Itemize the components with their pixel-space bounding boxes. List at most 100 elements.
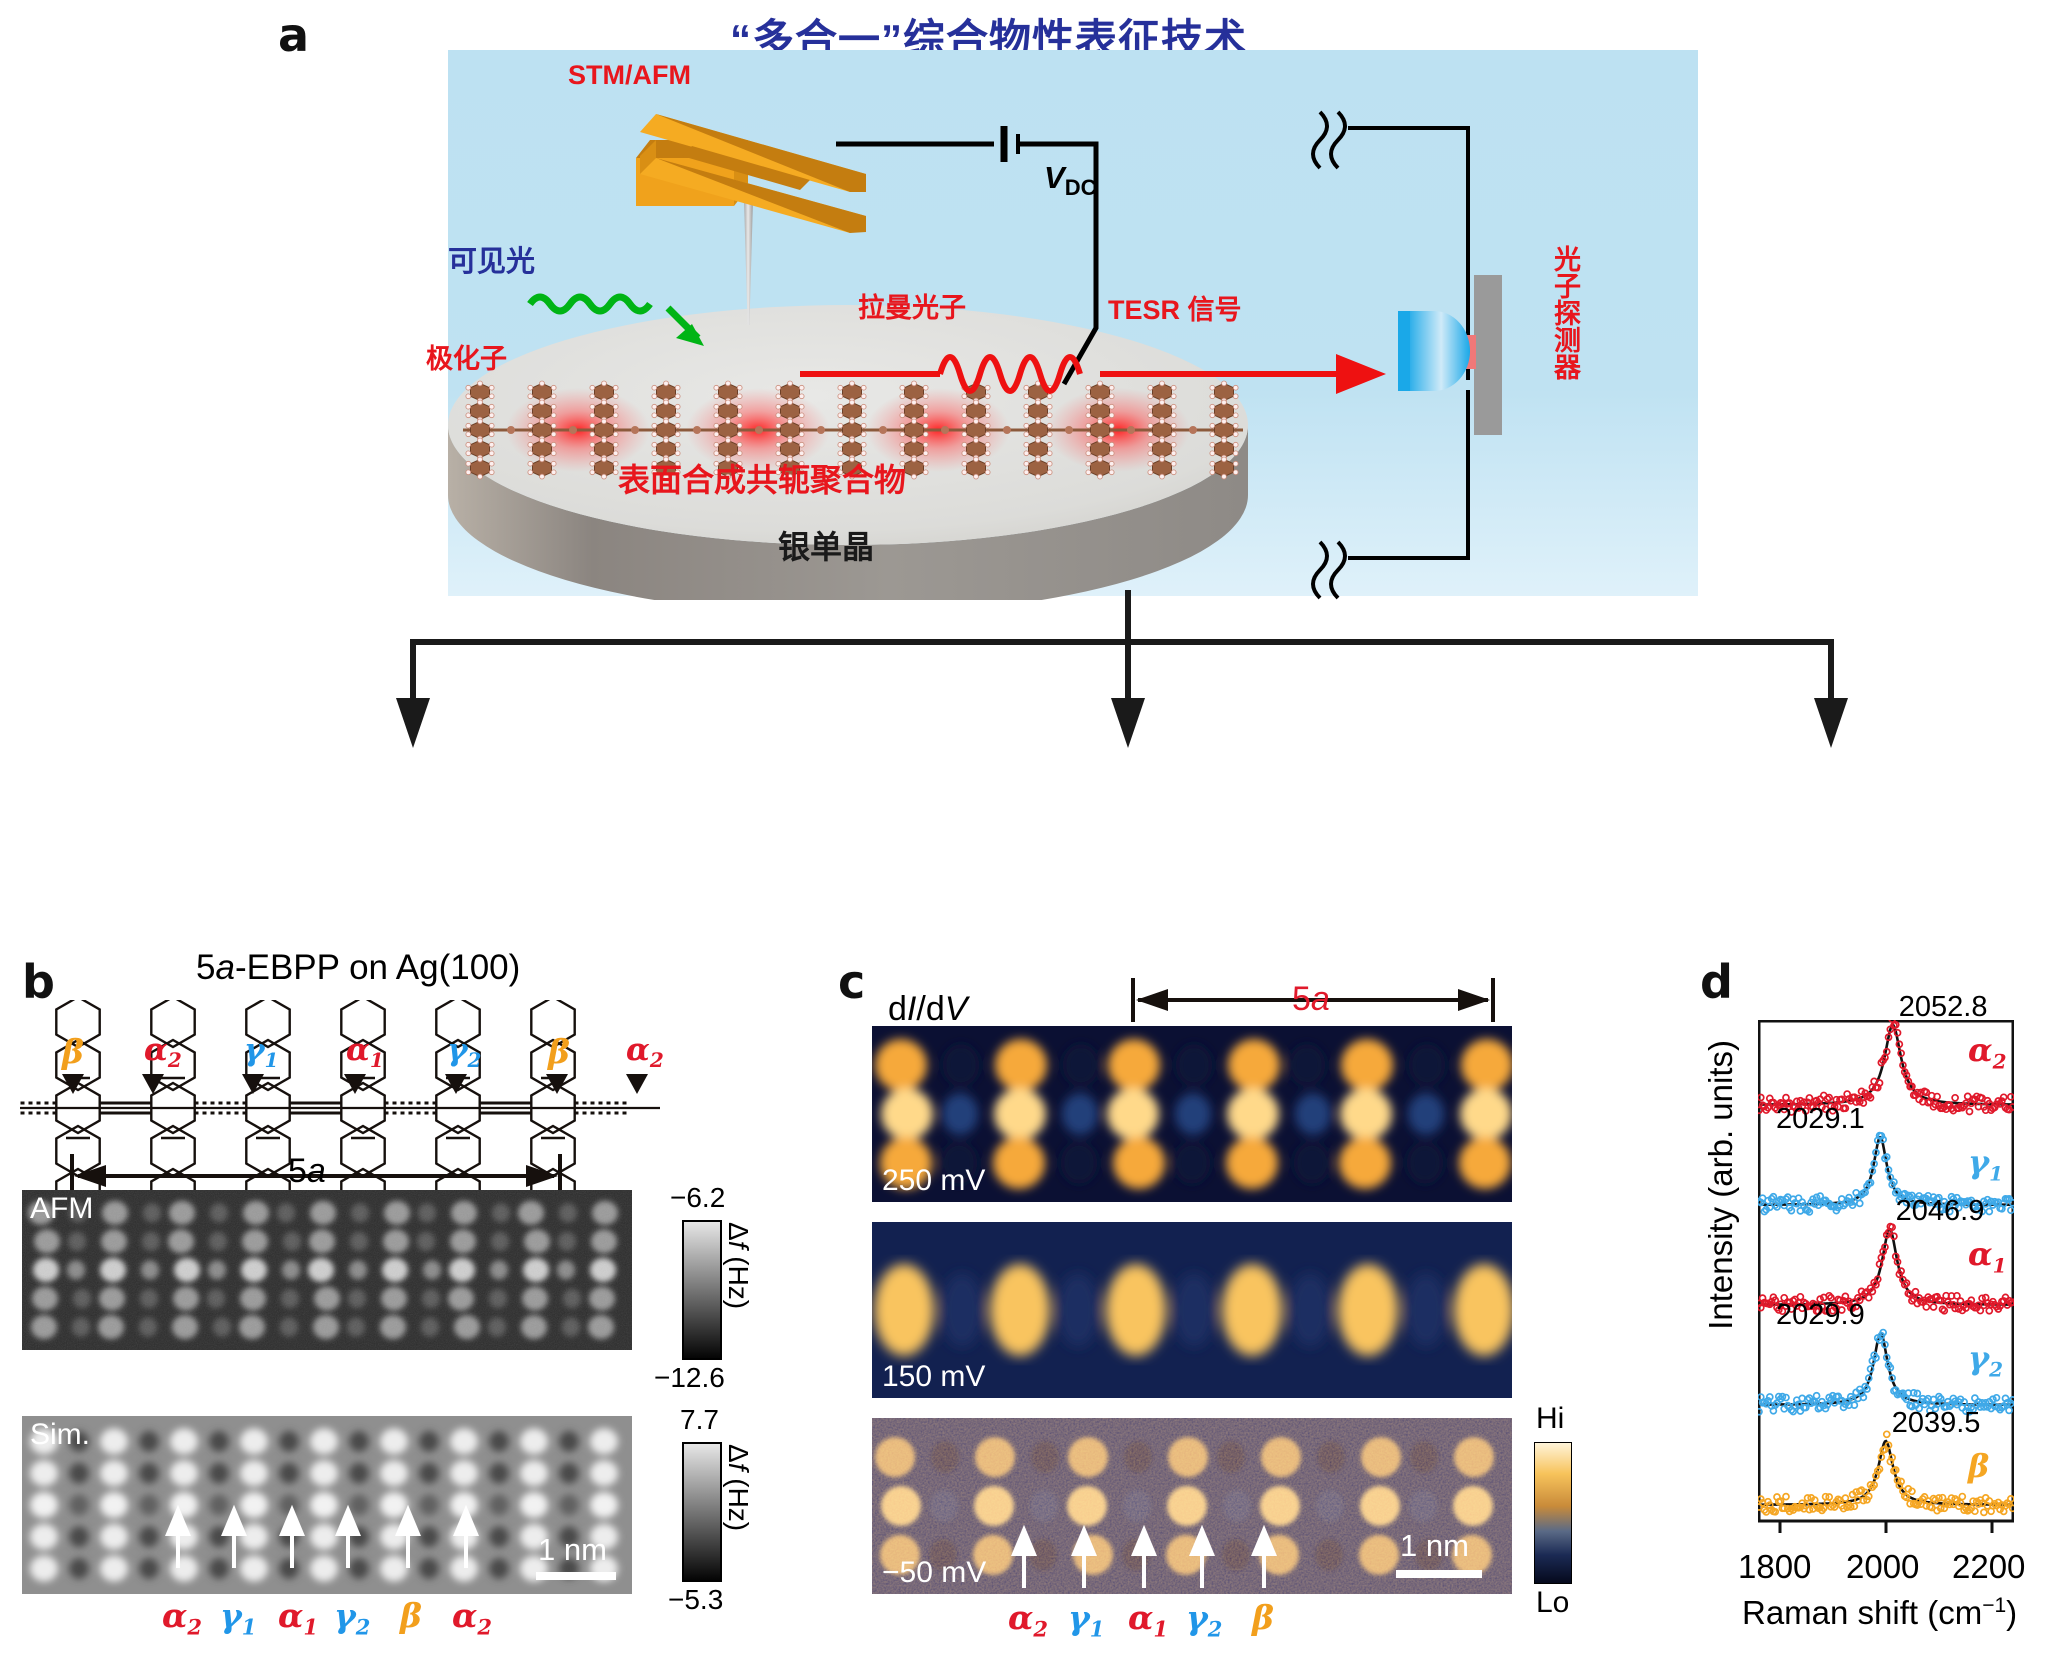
panel-c-period-label: 5a bbox=[1292, 980, 1330, 1018]
afm-image-label: AFM bbox=[30, 1192, 94, 1225]
didv-bias-label-3: −50 mV bbox=[882, 1556, 987, 1589]
photon-detector bbox=[1398, 275, 1502, 435]
panel-b-scalebar-line bbox=[536, 1572, 616, 1580]
branch-arrow-tree bbox=[396, 590, 1848, 748]
raman-series-label-α2: α2 bbox=[1968, 1031, 2007, 1074]
panel-b-site-gamma1: γ1 bbox=[220, 1596, 257, 1640]
stm-tip-shaft bbox=[744, 200, 753, 325]
sim-colorbar-min: −5.3 bbox=[668, 1584, 724, 1615]
visible-light-label: 可见光 bbox=[448, 246, 536, 278]
didv-colorbar-high: Hi bbox=[1536, 1402, 1565, 1435]
raman-series-label-α1: α1 bbox=[1968, 1235, 2007, 1278]
panel-c-site-beta: β bbox=[1252, 1598, 1274, 1637]
didv-canvas-2 bbox=[872, 1222, 1512, 1398]
didv-colorbar-low: Lo bbox=[1536, 1586, 1570, 1619]
panel-b-period-label: 5a bbox=[288, 1152, 326, 1190]
didv-map-150mv: 150 mV bbox=[872, 1222, 1512, 1398]
conjugated-polymer-label: 表面合成共轭聚合物 bbox=[618, 462, 907, 498]
bias-v: V bbox=[1044, 160, 1065, 195]
panel-b-arrow-site-labels: α2 γ1 α1 γ2 β α2 bbox=[22, 1596, 632, 1642]
panel-b-period-arrow bbox=[70, 1154, 562, 1198]
didv-bias-label-2: 150 mV bbox=[882, 1360, 986, 1393]
didv-canvas-3 bbox=[872, 1418, 1512, 1594]
raman-photon-label: 拉曼光子 bbox=[858, 293, 966, 323]
chem-site-label-gamma1: γ1 bbox=[244, 1032, 279, 1073]
raman-xtick-1800: 1800 bbox=[1738, 1548, 1812, 1585]
didv-canvas-1 bbox=[872, 1026, 1512, 1202]
silver-substrate-label: 银单晶 bbox=[778, 529, 875, 565]
chem-site-arrowheads bbox=[62, 1074, 648, 1094]
raman-peak-value-γ2: 2029.9 bbox=[1776, 1299, 1865, 1331]
panel-c-site-gamma2: γ2 bbox=[1186, 1598, 1223, 1642]
afm-colorbar-gradient bbox=[682, 1220, 722, 1360]
raman-xtick-2000: 2000 bbox=[1846, 1548, 1920, 1585]
detector-wiring bbox=[1311, 110, 1470, 600]
didv-map-250mv: 250 mV bbox=[872, 1026, 1512, 1202]
panel-c-letter: c bbox=[838, 955, 866, 1009]
panel-b-site-alpha1: α1 bbox=[278, 1596, 319, 1640]
chem-site-label-alpha1: α1 bbox=[346, 1032, 384, 1073]
panel-b-site-beta: β bbox=[400, 1596, 422, 1635]
panel-c-site-gamma1: γ1 bbox=[1068, 1598, 1105, 1642]
sim-colorbar-unit: Δf (Hz) bbox=[723, 1444, 754, 1532]
sim-colorbar-gradient bbox=[682, 1442, 722, 1582]
panel-c-scalebar-label: 1 nm bbox=[1400, 1528, 1469, 1563]
panel-c-arrow-site-labels: α2 γ1 α1 γ2 β bbox=[872, 1598, 1512, 1644]
raman-spectra-plot bbox=[1758, 1020, 2014, 1540]
polaron-label: 极化子 bbox=[426, 344, 507, 374]
polymer-chain-with-polarons bbox=[463, 380, 1243, 480]
raman-annotations: 2052.8 α2 2029.1 γ1 2046.9 α1 2029.9 γ2 2039.5 β bbox=[1758, 991, 2048, 1540]
tesr-signal-label: TESR 信号 bbox=[1108, 295, 1242, 325]
panel-c-site-arrows bbox=[1011, 1524, 1277, 1588]
afm-colorbar-max: −6.2 bbox=[670, 1182, 726, 1213]
panel-b-site-alpha2-a: α2 bbox=[162, 1596, 203, 1640]
chem-site-label-alpha2-2: α2 bbox=[626, 1032, 664, 1073]
chem-site-label-beta-1: β bbox=[62, 1032, 84, 1071]
sim-site-arrows bbox=[165, 1504, 479, 1568]
panel-b-scalebar-label: 1 nm bbox=[538, 1532, 607, 1567]
probe-label: STM/AFM bbox=[568, 60, 691, 90]
didv-map-minus50mv: −50 mV 1 nm bbox=[872, 1418, 1512, 1594]
qplus-tuning-fork bbox=[636, 114, 866, 233]
sim-colorbar-max: 7.7 bbox=[680, 1404, 719, 1435]
panel-c-map-label: dI/dV bbox=[888, 990, 968, 1028]
bias-circuit-wiring bbox=[836, 126, 1099, 386]
afm-image: AFM bbox=[22, 1190, 632, 1350]
raman-peak-value-γ1: 2029.1 bbox=[1776, 1103, 1865, 1135]
bias-voltage-label: VDC bbox=[1044, 160, 1096, 201]
raman-series-label-γ2: γ2 bbox=[1968, 1339, 2004, 1382]
panel-a-schematic: VDC STM/AFM 可见光 极化子 拉 bbox=[426, 50, 1698, 600]
panel-b-site-alpha2-b: α2 bbox=[452, 1596, 493, 1640]
raman-xlabel: Raman shift (cm−1) bbox=[1742, 1594, 2018, 1631]
photon-detector-label: 光子探测器 bbox=[1550, 245, 1580, 380]
afm-colorbar-unit: Δf (Hz) bbox=[723, 1222, 754, 1310]
sim-image-label: Sim. bbox=[30, 1418, 90, 1451]
raman-photon-arrow bbox=[800, 354, 1386, 394]
chem-site-markers: β α2 γ1 α1 γ2 β α2 bbox=[20, 1012, 664, 1142]
visible-light-arrow bbox=[527, 293, 704, 346]
afm-colorbar-min: −12.6 bbox=[654, 1362, 725, 1393]
panel-c-period-arrow bbox=[1131, 978, 1495, 1022]
panel-b-site-gamma2: γ2 bbox=[334, 1596, 371, 1640]
didv-colorbar-gradient bbox=[1534, 1442, 1572, 1584]
panel-b-title: 5a-EBPP on Ag(100) bbox=[196, 948, 521, 987]
raman-peak-value-α1: 2046.9 bbox=[1895, 1195, 1985, 1227]
raman-plot-canvas bbox=[1758, 1020, 2014, 1533]
panel-c-scalebar-line bbox=[1396, 1570, 1482, 1578]
sim-image: Sim. 1 nm bbox=[22, 1416, 632, 1594]
raman-ylabel: Intensity (arb. units) bbox=[1702, 1040, 1739, 1330]
raman-xtick-2200: 2200 bbox=[1952, 1548, 2026, 1585]
raman-peak-value-α2: 2052.8 bbox=[1898, 991, 1988, 1023]
raman-series-label-γ1: γ1 bbox=[1968, 1143, 2004, 1186]
chem-site-label-gamma2: γ2 bbox=[447, 1032, 482, 1073]
chem-site-label-beta-2: β bbox=[548, 1032, 570, 1071]
panel-c-site-alpha2: α2 bbox=[1008, 1598, 1049, 1642]
panel-c-site-alpha1: α1 bbox=[1128, 1598, 1169, 1642]
didv-bias-label-1: 250 mV bbox=[882, 1164, 986, 1197]
raman-series-label-β: β bbox=[1968, 1447, 1990, 1485]
bias-sub: DC bbox=[1064, 175, 1097, 201]
panel-b-letter: b bbox=[22, 955, 55, 1009]
chem-site-label-alpha2-1: α2 bbox=[144, 1032, 182, 1073]
raman-peak-value-β: 2039.5 bbox=[1891, 1407, 1981, 1439]
panel-a-letter: a bbox=[278, 8, 310, 62]
